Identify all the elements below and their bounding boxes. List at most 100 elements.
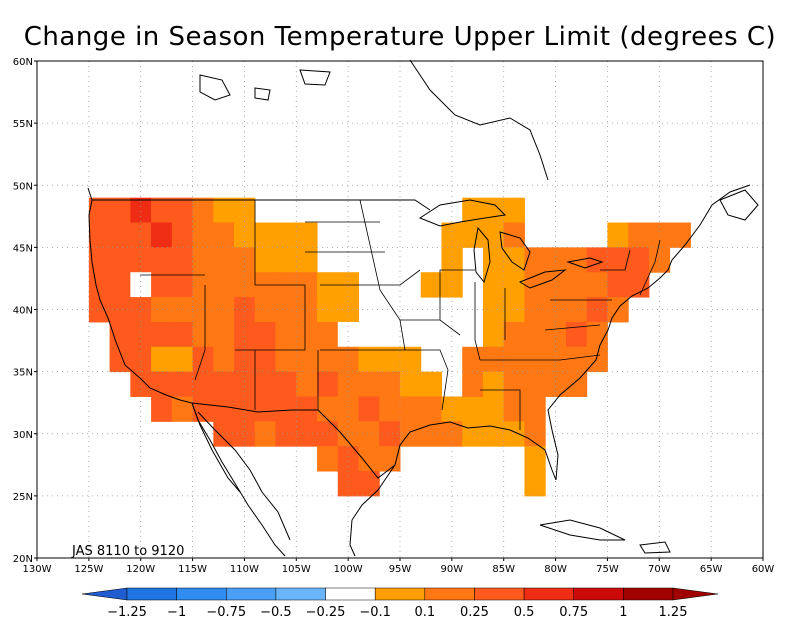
lake-michigan [473,226,491,284]
colorbar-label: −0.5 [260,605,292,618]
grid-cell [192,222,214,248]
temperature-change-cells [88,197,691,497]
state-borders [140,199,661,430]
lat-tick-label: 45N [13,243,33,254]
grid-cell [400,421,422,447]
grid-cell [213,197,235,224]
grid-cell [213,247,235,273]
lon-tick-label: 75W [596,564,619,575]
grid-cell [524,396,546,422]
colorbar-segment [325,587,376,601]
grid-cell [130,321,152,348]
colorbar-label: 0.75 [559,605,588,618]
grid-cell [648,222,671,248]
colorbar-segment [226,587,277,601]
state-border [639,239,661,296]
lat-tick-label: 55N [13,119,33,130]
grid-cell [151,222,173,248]
grid-cell [482,247,505,273]
grid-cell [586,272,608,298]
grid-cell [275,371,297,397]
grid-cell [565,321,588,348]
grid-cell [441,272,463,298]
grid-cell [109,346,131,373]
grid-cell [234,247,256,273]
grid-cell [130,297,152,323]
colorbar-segment [126,587,177,601]
lat-tick-label: 30N [13,430,33,441]
grid-cell [524,321,546,348]
colorbar-segment [176,587,227,601]
grid-cell [192,247,214,273]
grid-cell [565,371,588,397]
grid-cell [379,346,401,373]
grid-cell [524,446,546,472]
colorbar-label: −1 [167,605,186,618]
lon-tick-label: 60W [752,564,775,575]
lake-ontario [566,257,604,269]
grid-cell [607,272,629,298]
grid-cell [296,346,318,373]
grid-cell [88,272,111,298]
grid-cell [88,222,111,248]
grid-cell [441,222,463,248]
grid-cell [171,346,194,373]
grid-cell [565,272,588,298]
grid-cell [400,396,422,422]
grid-cell [171,272,194,298]
grid-cell [628,222,650,248]
lon-tick-label: 100W [334,564,363,575]
grid-cell [88,247,111,273]
period-annotation: JAS 8110 to 9120 [71,544,184,559]
lon-tick-label: 115W [178,564,207,575]
grid-cell [358,346,380,373]
colorbar-label: −0.25 [306,605,346,618]
grid-cell [379,446,401,472]
grid-cell [192,321,214,348]
lake-superior [418,199,507,227]
lake-huron [499,231,531,271]
lat-tick-label: 40N [13,306,33,317]
grid-cell [234,421,256,447]
atlantic-coastline [547,184,751,481]
grid-cell [192,396,214,422]
grid-cell [151,247,173,273]
grid-cell [607,222,629,248]
mexico-gulf-coast [349,464,396,557]
grid-cell [503,346,525,373]
grid-cell [254,247,277,273]
grid-cell [482,396,505,422]
us-canada-border [92,199,431,211]
state-border [480,354,601,361]
colorbar-segment [275,587,326,601]
grid-cell [234,321,256,348]
grid-cell [88,197,111,224]
grid-cell [462,197,484,224]
grid-cell [109,297,131,323]
grid-cell [234,197,256,224]
grid-cell [462,346,484,373]
grid-cell [669,222,691,248]
grid-cell [171,222,194,248]
grid-cell [234,346,256,373]
grid-cell [545,272,567,298]
colorbar-segment [424,587,475,601]
hispaniola-outline [639,541,671,554]
grid-cell [130,197,152,224]
grid-cell [545,371,567,397]
grid-cell [628,272,650,298]
grid-cell [213,396,235,422]
grid-cell [503,321,525,348]
grid-cell [275,321,297,348]
grid-cell [275,297,297,323]
grid-cell [503,197,525,224]
grid-cell [545,247,567,273]
lake-erie [518,269,567,289]
grid-cell [420,396,442,422]
grid-cell [109,272,131,298]
colorbar-label: 0.1 [414,605,435,618]
state-border [320,269,421,286]
grid-cell [171,321,194,348]
state-border [600,249,631,271]
grid-cell [234,371,256,397]
